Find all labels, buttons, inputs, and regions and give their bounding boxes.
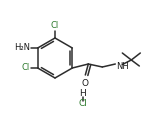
Text: O: O [81, 79, 88, 88]
Text: NH: NH [116, 62, 129, 71]
Text: H₂N: H₂N [14, 44, 30, 52]
Text: Cl: Cl [79, 100, 87, 108]
Text: Cl: Cl [51, 21, 59, 30]
Text: H: H [80, 90, 86, 98]
Text: Cl: Cl [22, 63, 30, 72]
